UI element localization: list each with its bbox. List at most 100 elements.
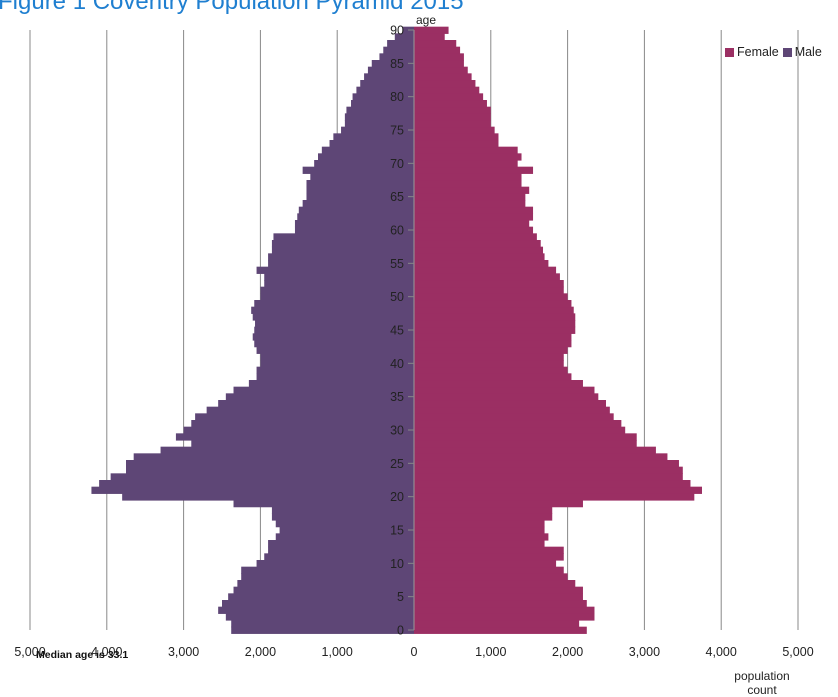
y-tick-label: 90 <box>390 24 404 38</box>
x-tick-label: 2,000 <box>552 645 583 659</box>
male-bar <box>252 333 414 341</box>
x-tick-label: 5,000 <box>14 645 45 659</box>
male-bar <box>254 340 414 348</box>
male-bar <box>252 313 414 321</box>
female-bar <box>414 40 457 48</box>
male-bar <box>271 506 414 514</box>
female-bar <box>414 546 564 554</box>
female-bar <box>414 200 526 208</box>
male-bar <box>356 86 414 94</box>
female-bar <box>414 346 568 354</box>
y-tick-label: 85 <box>390 57 404 71</box>
female-bar <box>414 353 564 361</box>
female-bar <box>414 193 526 201</box>
female-bar <box>414 553 564 561</box>
female-bar <box>414 306 574 314</box>
female-bar <box>414 266 557 274</box>
female-bar <box>414 73 472 81</box>
female-bar <box>414 600 587 608</box>
female-bar <box>414 286 564 294</box>
female-bar <box>414 593 583 601</box>
male-bar <box>231 626 414 634</box>
male-bar <box>228 593 414 601</box>
male-bar <box>191 420 414 428</box>
female-bar <box>414 506 553 514</box>
male-bar <box>264 280 414 288</box>
male-bar <box>233 500 414 508</box>
male-bar <box>256 366 414 374</box>
female-bar <box>414 160 518 168</box>
male-bar <box>122 493 414 501</box>
male-bar <box>344 120 414 128</box>
male-bar <box>218 606 414 614</box>
median-age-note: Median age is 33.1 <box>36 649 129 661</box>
female-bar <box>414 573 568 581</box>
y-tick-label: 45 <box>390 324 404 338</box>
male-bar <box>126 460 414 468</box>
male-bar <box>264 553 414 561</box>
y-tick-label: 55 <box>390 257 404 271</box>
male-bar <box>364 73 414 81</box>
female-bar <box>414 486 702 494</box>
female-bar <box>414 260 549 268</box>
female-bar <box>414 466 683 474</box>
female-bar <box>414 460 679 468</box>
x-tick-label: 4,000 <box>91 645 122 659</box>
female-bar <box>414 126 495 134</box>
male-bar <box>191 440 414 448</box>
male-bar <box>160 446 414 454</box>
male-bar <box>254 300 414 308</box>
male-bar <box>321 146 414 154</box>
male-bar <box>241 566 414 574</box>
male-bar <box>260 353 414 361</box>
male-bar <box>387 40 414 48</box>
x-axis-label-line1: population <box>734 669 789 683</box>
male-bar <box>352 93 414 101</box>
legend-label-female: Female <box>737 45 779 59</box>
male-bar <box>260 360 414 368</box>
y-tick-label: 50 <box>390 290 404 304</box>
female-bar <box>414 173 522 181</box>
male-bar <box>306 180 414 188</box>
male-bar <box>271 513 414 521</box>
x-tick-label: 2,000 <box>245 645 276 659</box>
y-tick-label: 35 <box>390 390 404 404</box>
female-bar <box>414 440 637 448</box>
male-bar <box>298 206 414 214</box>
male-bar <box>318 153 414 161</box>
female-bar <box>414 93 484 101</box>
female-bar <box>414 413 614 421</box>
female-bar <box>414 520 545 528</box>
y-tick-label: 15 <box>390 524 404 538</box>
male-bar <box>241 573 414 581</box>
female-bar <box>414 373 572 381</box>
male-bar <box>275 533 414 541</box>
y-tick-label: 70 <box>390 157 404 171</box>
y-tick-label: 10 <box>390 557 404 571</box>
male-bar <box>268 253 414 261</box>
female-bar <box>414 333 572 341</box>
y-tick-label: 20 <box>390 490 404 504</box>
legend-swatch-female <box>725 47 734 57</box>
female-bar <box>414 493 695 501</box>
male-bar <box>251 306 414 314</box>
y-tick-label: 40 <box>390 357 404 371</box>
male-bar <box>248 380 414 388</box>
female-bar <box>414 233 537 241</box>
female-bar <box>414 120 491 128</box>
x-tick-label: 5,000 <box>782 645 813 659</box>
female-bar <box>414 186 530 194</box>
male-bar <box>306 186 414 194</box>
male-bar <box>256 346 414 354</box>
male-bar <box>379 53 414 61</box>
male-bar <box>302 200 414 208</box>
female-bar <box>414 326 576 334</box>
female-bar <box>414 406 610 414</box>
male-bar <box>360 80 414 88</box>
female-bar <box>414 213 534 221</box>
male-bar <box>237 580 414 588</box>
x-tick-label: 4,000 <box>706 645 737 659</box>
female-bar <box>414 586 583 594</box>
male-bar <box>256 560 414 568</box>
